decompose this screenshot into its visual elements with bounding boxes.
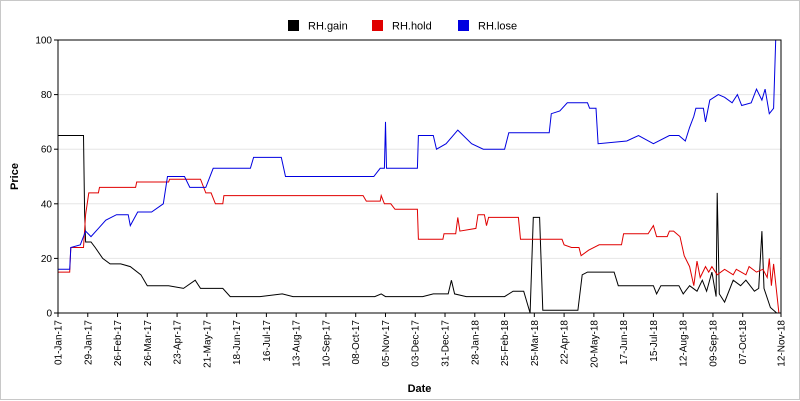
x-tick-label: 26-Feb-17 [113,320,124,367]
x-tick-label: 26-Mar-17 [143,320,154,367]
x-tick-label: 28-Jan-18 [470,320,481,365]
grid-lines [58,94,781,259]
legend-item: RH.hold [372,20,432,33]
legend-swatch [372,20,383,31]
y-tick-label: 100 [35,36,52,47]
y-axis: 0 20 40 60 80 100 [35,36,58,320]
x-tick-label: 09-Sep-18 [708,320,719,367]
x-tick-label: 18-Jun-17 [232,320,243,365]
x-tick-label: 17-Jun-18 [619,320,630,365]
legend-label: RH.hold [392,21,432,33]
x-tick-label: 25-Mar-18 [530,320,541,367]
plot-border [57,39,782,314]
y-tick-label: 60 [41,145,53,156]
x-tick-label: 12-Nov-18 [777,320,788,367]
x-tick-label: 25-Feb-18 [500,320,511,367]
y-tick-label: 0 [46,309,52,320]
x-axis-title: Date [408,383,432,395]
legend-item: RH.gain [288,20,348,33]
series-line-rh-lose [58,39,781,270]
y-tick-label: 80 [41,90,53,101]
x-tick-label: 16-Jul-17 [262,320,273,362]
x-axis: 01-Jan-17 29-Jan-17 26-Feb-17 26-Mar-17 23-A… [54,313,788,368]
series-line-rh-hold [58,178,781,314]
legend-label: RH.lose [478,21,517,33]
y-tick-label: 20 [41,254,53,265]
x-tick-label: 03-Dec-17 [411,320,422,367]
x-tick-label: 05-Nov-17 [381,320,392,367]
x-tick-label: 31-Dec-17 [441,320,452,367]
x-tick-label: 21-May-17 [202,320,213,368]
legend-label: RH.gain [308,21,348,33]
y-tick-label: 40 [41,199,53,210]
series-line-rh-gain [58,135,781,314]
x-tick-label: 08-Oct-17 [351,320,362,365]
x-tick-label: 13-Aug-17 [292,320,303,367]
legend-swatch [458,20,469,31]
legend: RH.gain RH.hold RH.lose [288,20,517,33]
legend-item: RH.lose [458,20,517,33]
y-axis-title: Price [9,163,21,190]
x-tick-label: 07-Oct-18 [738,320,749,365]
legend-swatch [288,20,299,31]
x-tick-label: 15-Jul-18 [649,320,660,362]
x-tick-label: 29-Jan-17 [83,320,94,365]
x-tick-label: 22-Apr-18 [560,320,571,365]
x-tick-label: 12-Aug-18 [679,320,690,367]
x-tick-label: 10-Sep-17 [321,320,332,367]
x-tick-label: 01-Jan-17 [54,320,65,365]
series-lines [58,39,781,314]
x-tick-label: 23-Apr-17 [173,320,184,365]
x-tick-label: 20-May-18 [589,320,600,368]
